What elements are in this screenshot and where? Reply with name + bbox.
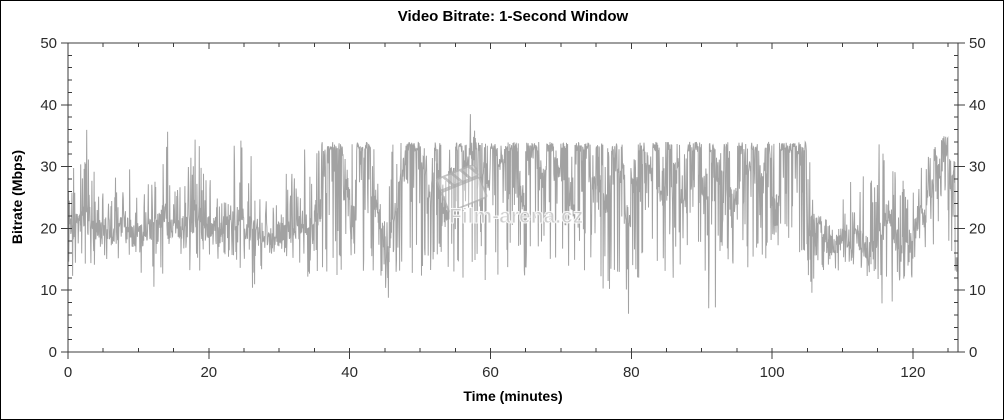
x-tick-label: 100 xyxy=(760,364,785,381)
y-tick-label-left: 40 xyxy=(40,97,57,114)
y-tick-label-left: 30 xyxy=(40,159,57,176)
y-tick-label-left: 50 xyxy=(40,35,57,52)
x-axis-label: Time (minutes) xyxy=(463,388,563,404)
y-tick-label-right: 20 xyxy=(969,220,986,237)
x-tick-label: 40 xyxy=(341,364,358,381)
y-tick-label-left: 10 xyxy=(40,282,57,299)
x-tick-label: 0 xyxy=(64,364,72,381)
y-tick-label-right: 50 xyxy=(969,35,986,52)
x-tick-label: 80 xyxy=(623,364,640,381)
chart-title: Video Bitrate: 1-Second Window xyxy=(397,8,629,25)
y-tick-label-right: 10 xyxy=(969,282,986,299)
x-tick-label: 120 xyxy=(900,364,925,381)
y-tick-label-right: 30 xyxy=(969,159,986,176)
y-tick-label-left: 20 xyxy=(40,220,57,237)
bitrate-series-line xyxy=(67,114,959,314)
plot-frame xyxy=(67,42,959,353)
y-tick-label-left: 0 xyxy=(49,344,57,361)
y-tick-label-right: 40 xyxy=(969,97,986,114)
x-tick-label: 60 xyxy=(482,364,499,381)
y-tick-label-right: 0 xyxy=(969,344,977,361)
x-tick-label: 20 xyxy=(200,364,217,381)
